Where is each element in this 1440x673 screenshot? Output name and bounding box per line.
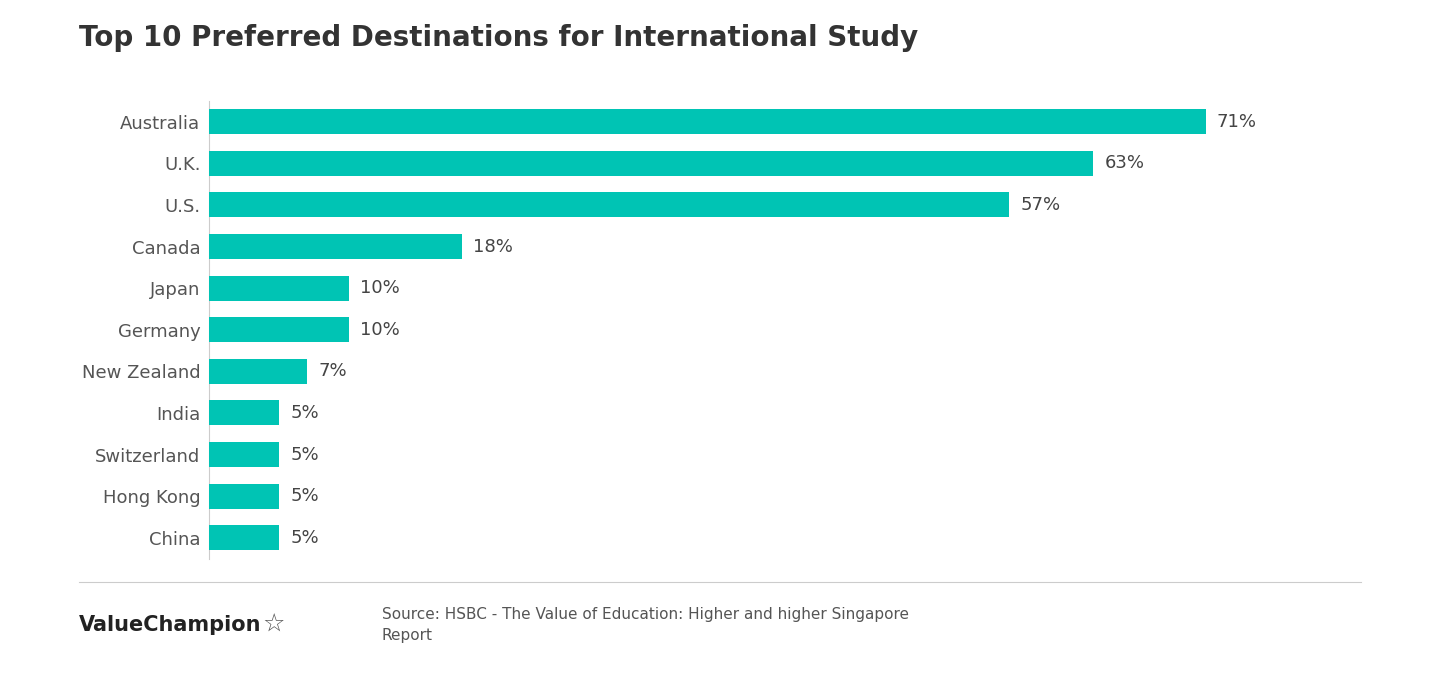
Bar [209, 276, 348, 301]
Text: 18%: 18% [472, 238, 513, 256]
Bar [209, 234, 461, 259]
Text: 5%: 5% [291, 446, 318, 464]
Bar [209, 192, 1009, 217]
Text: 10%: 10% [360, 279, 400, 297]
Text: 63%: 63% [1104, 154, 1145, 172]
Text: ValueChampion: ValueChampion [79, 614, 262, 635]
Bar [209, 484, 279, 509]
Text: ☆: ☆ [262, 612, 285, 637]
Text: Source: HSBC - The Value of Education: Higher and higher Singapore
Report: Source: HSBC - The Value of Education: H… [382, 606, 909, 643]
Bar [209, 317, 348, 343]
Text: 5%: 5% [291, 487, 318, 505]
Text: 10%: 10% [360, 321, 400, 339]
Bar [209, 442, 279, 467]
Text: 5%: 5% [291, 529, 318, 546]
Text: Top 10 Preferred Destinations for International Study: Top 10 Preferred Destinations for Intern… [79, 24, 919, 52]
Text: 7%: 7% [318, 362, 347, 380]
Text: 57%: 57% [1021, 196, 1060, 214]
Bar [209, 109, 1205, 134]
Bar [209, 359, 307, 384]
Text: 5%: 5% [291, 404, 318, 422]
Bar [209, 151, 1093, 176]
Bar [209, 526, 279, 551]
Text: 71%: 71% [1217, 113, 1257, 131]
Bar [209, 400, 279, 425]
